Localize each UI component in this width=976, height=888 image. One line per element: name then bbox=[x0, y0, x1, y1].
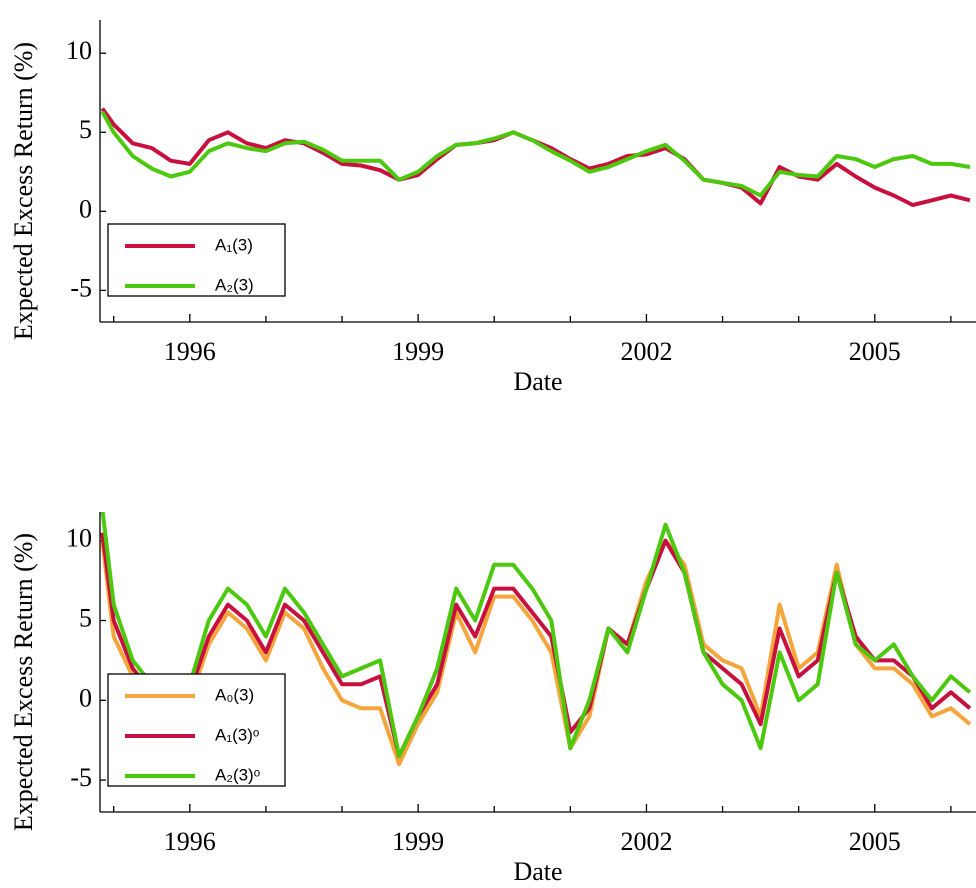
legend-box bbox=[107, 673, 286, 787]
series-line bbox=[100, 532, 972, 759]
legend-label: A₂(3)ᵒ bbox=[215, 765, 260, 784]
x-tick-label: 2002 bbox=[620, 827, 672, 856]
y-tick-label: -5 bbox=[70, 763, 92, 792]
x-tick-label: 2005 bbox=[849, 337, 901, 366]
panel: -5 0 5 10 1996 1999 2002 2005 Date Expected Exces… bbox=[9, 512, 976, 886]
y-tick-label: 0 bbox=[79, 194, 92, 223]
x-tick-label: 1999 bbox=[392, 827, 444, 856]
y-tick-label: 5 bbox=[79, 603, 92, 632]
legend-label: A₂(3) bbox=[215, 275, 254, 294]
x-tick-label: 2002 bbox=[620, 337, 672, 366]
panel: -5 0 5 10 1996 1999 2002 2005 Date Expected Exces… bbox=[9, 20, 976, 396]
x-tick-label: 2005 bbox=[849, 827, 901, 856]
x-tick-label: 1999 bbox=[392, 337, 444, 366]
y-axis-label: Expected Excess Return (%) bbox=[9, 42, 38, 340]
legend-label: A₁(3) bbox=[215, 235, 253, 254]
series-line bbox=[100, 512, 972, 759]
legend-label: A₁(3)ᵒ bbox=[215, 725, 259, 744]
y-tick-label: 10 bbox=[66, 36, 92, 65]
legend-label: A₀(3) bbox=[215, 685, 254, 704]
x-tick-label: 1996 bbox=[164, 827, 216, 856]
x-axis-label: Date bbox=[513, 857, 562, 886]
x-axis-label: Date bbox=[513, 367, 562, 396]
x-tick-label: 1996 bbox=[164, 337, 216, 366]
y-tick-label: -5 bbox=[70, 273, 92, 302]
y-tick-label: 5 bbox=[79, 115, 92, 144]
y-tick-label: 10 bbox=[66, 524, 92, 553]
series-line bbox=[100, 110, 971, 198]
y-tick-label: 0 bbox=[79, 683, 92, 712]
y-axis-label: Expected Excess Return (%) bbox=[9, 533, 38, 831]
